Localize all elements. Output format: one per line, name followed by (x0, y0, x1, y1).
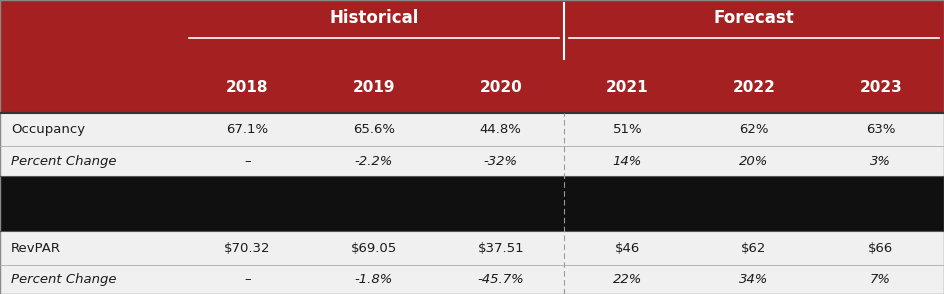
Bar (0, 113, 944, 146)
Bar (0, 0, 944, 62)
Text: 2021: 2021 (606, 80, 649, 95)
Text: 51%: 51% (613, 123, 642, 136)
Text: RevPAR: RevPAR (11, 242, 61, 255)
Text: –: – (244, 273, 251, 286)
Text: 20%: 20% (739, 155, 768, 168)
Text: 3%: 3% (870, 155, 891, 168)
Text: Percent Change: Percent Change (11, 155, 116, 168)
Text: -1.8%: -1.8% (355, 273, 394, 286)
Text: Forecast: Forecast (714, 9, 795, 27)
Text: 7%: 7% (870, 273, 891, 286)
Text: $37.51: $37.51 (478, 242, 524, 255)
Text: 2019: 2019 (353, 80, 396, 95)
Text: 65.6%: 65.6% (353, 123, 395, 136)
Text: 2023: 2023 (859, 80, 902, 95)
Text: Occupancy: Occupancy (11, 123, 85, 136)
Bar (0, 265, 944, 294)
Bar (0, 176, 944, 231)
Text: 34%: 34% (739, 273, 768, 286)
Bar (0, 62, 944, 113)
Text: Percent Change: Percent Change (11, 273, 116, 286)
Bar (0, 146, 944, 176)
Text: 2018: 2018 (227, 80, 269, 95)
Text: 14%: 14% (613, 155, 642, 168)
Text: -45.7%: -45.7% (478, 273, 524, 286)
Text: $70.32: $70.32 (224, 242, 271, 255)
Text: –: – (244, 155, 251, 168)
Text: -2.2%: -2.2% (355, 155, 394, 168)
Text: 67.1%: 67.1% (227, 123, 268, 136)
Text: $62: $62 (741, 242, 767, 255)
Text: Historical: Historical (329, 9, 419, 27)
Text: 44.8%: 44.8% (480, 123, 522, 136)
Text: 2022: 2022 (733, 80, 775, 95)
Text: 22%: 22% (613, 273, 642, 286)
Text: $69.05: $69.05 (351, 242, 397, 255)
Text: 63%: 63% (866, 123, 896, 136)
Text: 62%: 62% (739, 123, 768, 136)
Text: -32%: -32% (483, 155, 517, 168)
Text: $66: $66 (868, 242, 893, 255)
Bar (0, 231, 944, 265)
Text: $46: $46 (615, 242, 640, 255)
Text: 2020: 2020 (480, 80, 522, 95)
